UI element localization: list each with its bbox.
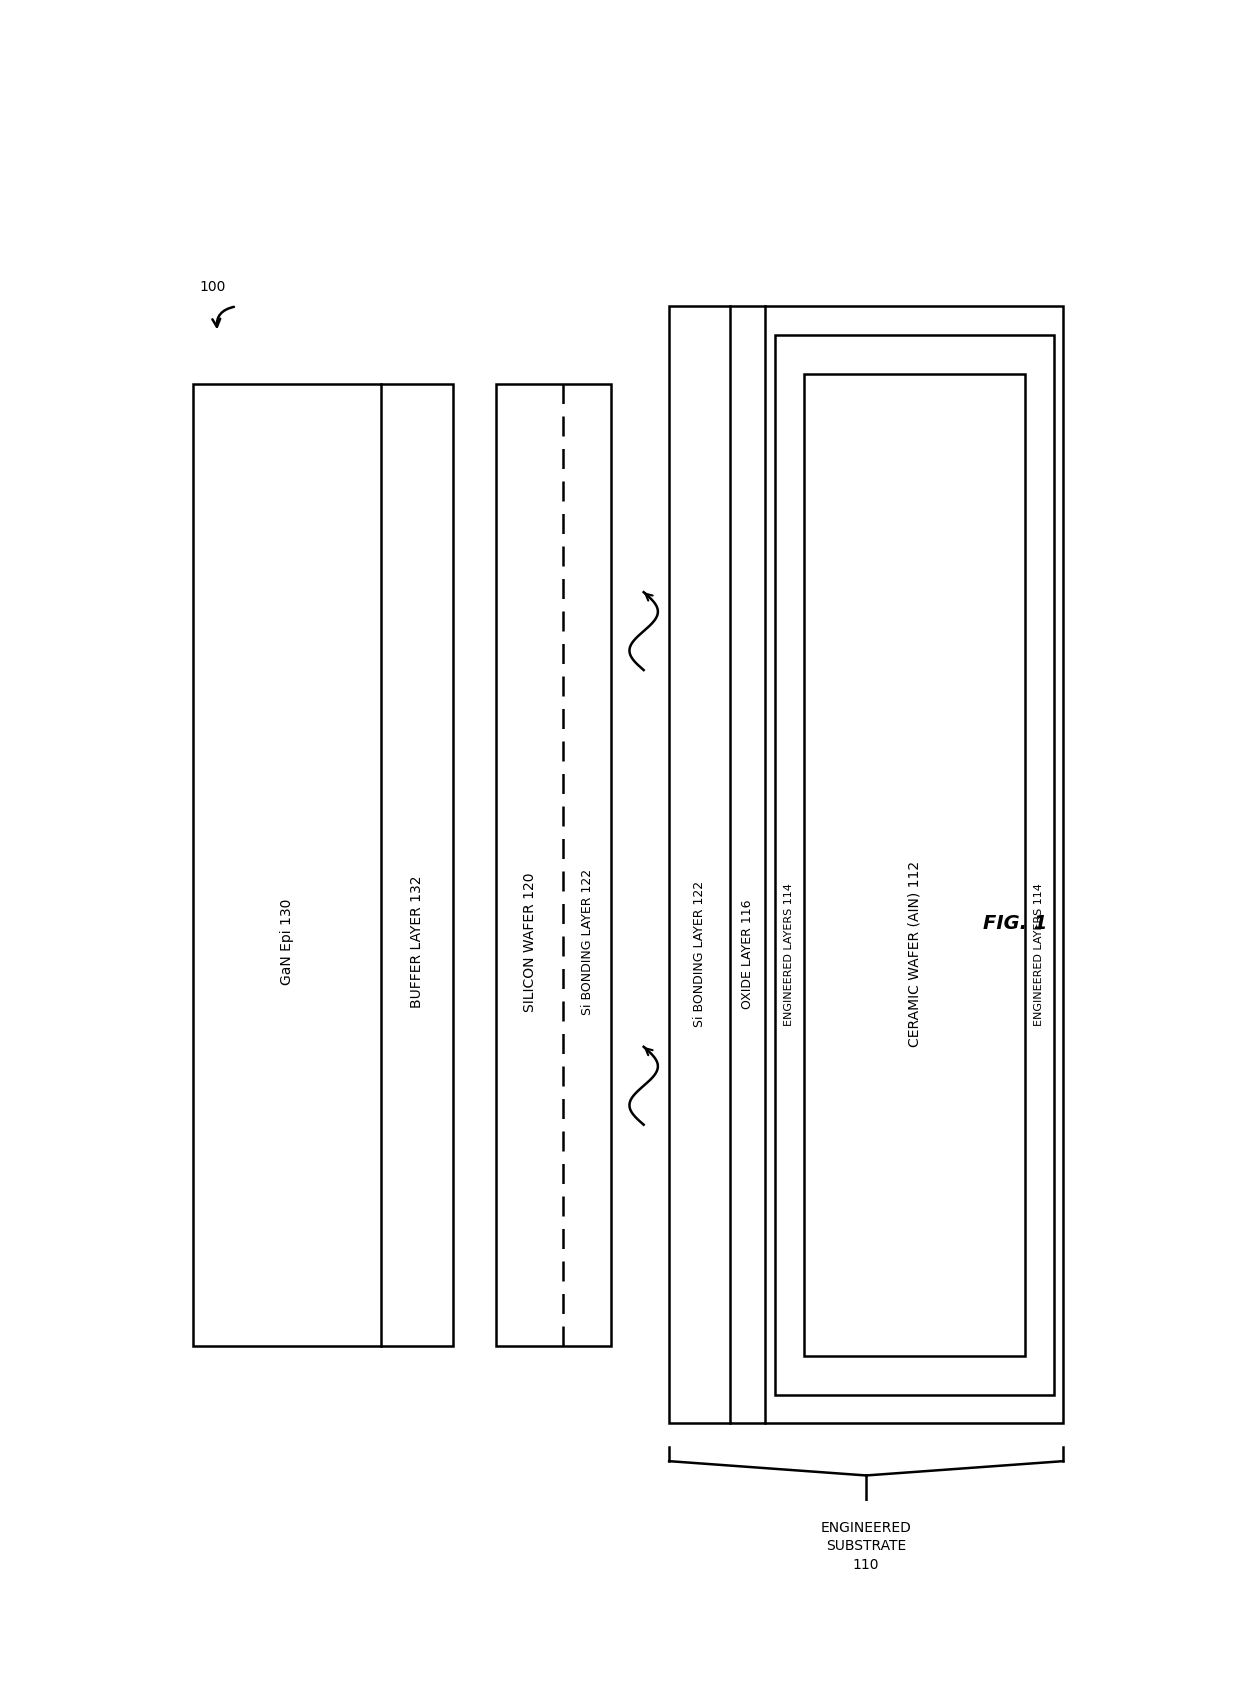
- Text: 100: 100: [200, 280, 226, 294]
- Bar: [193, 385, 453, 1346]
- Text: CERAMIC WAFER (AIN) 112: CERAMIC WAFER (AIN) 112: [908, 862, 921, 1048]
- Text: SILICON WAFER 120: SILICON WAFER 120: [522, 872, 537, 1012]
- Bar: [775, 336, 1054, 1395]
- Text: FIG. 1: FIG. 1: [983, 914, 1048, 933]
- Bar: [804, 375, 1024, 1356]
- Bar: [496, 385, 611, 1346]
- Bar: [670, 307, 1063, 1424]
- Text: ENGINEERED
SUBSTRATE
110: ENGINEERED SUBSTRATE 110: [821, 1522, 911, 1572]
- Text: GaN Epi 130: GaN Epi 130: [280, 899, 294, 985]
- Text: BUFFER LAYER 132: BUFFER LAYER 132: [410, 876, 424, 1009]
- Text: Si BONDING LAYER 122: Si BONDING LAYER 122: [580, 869, 594, 1016]
- Text: ENGINEERED LAYERS 114: ENGINEERED LAYERS 114: [1034, 882, 1044, 1026]
- Text: ENGINEERED LAYERS 114: ENGINEERED LAYERS 114: [784, 882, 795, 1026]
- Text: Si BONDING LAYER 122: Si BONDING LAYER 122: [693, 881, 706, 1027]
- Text: OXIDE LAYER 116: OXIDE LAYER 116: [742, 899, 754, 1009]
